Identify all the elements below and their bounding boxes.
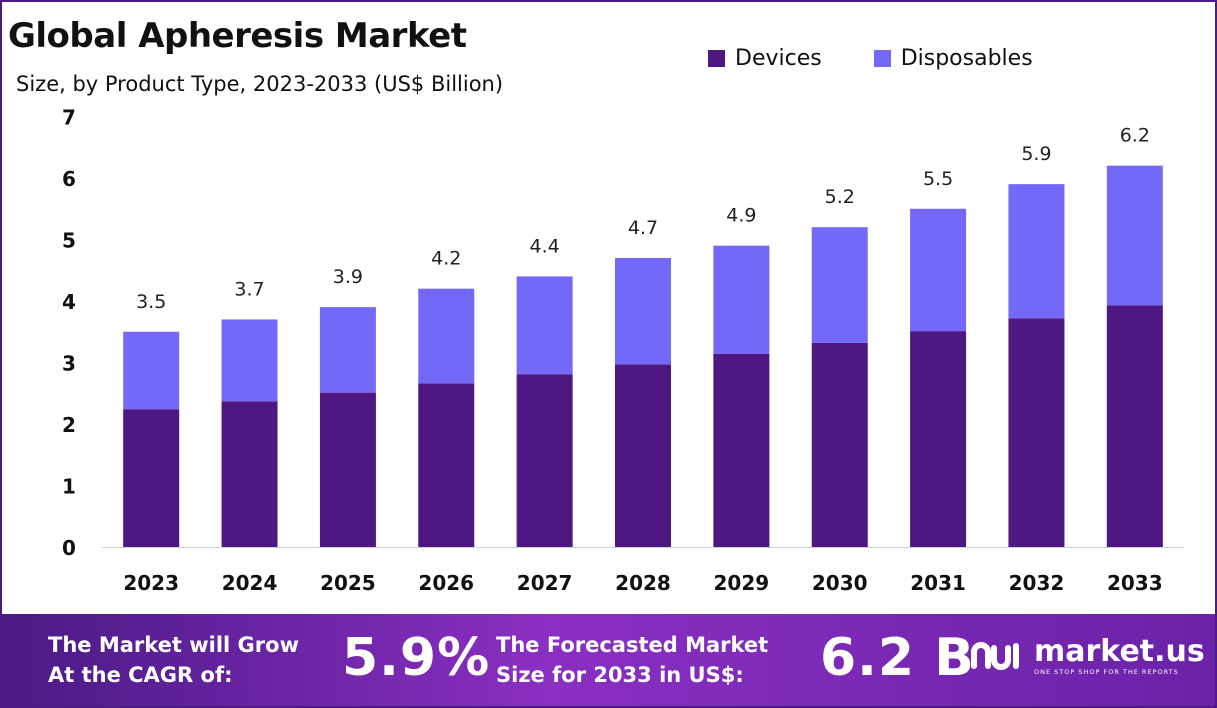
bar-devices	[319, 392, 376, 547]
bar-disposables	[713, 245, 770, 354]
bar-total-label: 3.9	[333, 266, 363, 288]
cagr-value: 5.9%	[342, 628, 491, 688]
bar-disposables	[615, 257, 671, 365]
y-tick-label: 2	[62, 413, 76, 437]
market-us-logo-icon	[971, 642, 1019, 670]
bar-total-label: 5.9	[1021, 143, 1051, 165]
bar-devices	[516, 374, 573, 547]
legend-label-devices: Devices	[735, 46, 822, 71]
bar-total-label: 5.5	[923, 168, 953, 190]
bar-total-label: 4.2	[431, 248, 461, 270]
bar-total-label: 4.7	[628, 217, 658, 239]
bar-total-label: 3.5	[136, 291, 166, 313]
legend-item-disposables: Disposables	[873, 46, 1033, 71]
bar-disposables	[811, 227, 868, 343]
bar-devices	[1008, 318, 1065, 547]
bar-devices	[1106, 305, 1163, 547]
bar-total-label: 4.9	[726, 205, 756, 227]
forecast-value: 6.2 B	[820, 628, 975, 688]
bar-chart: 0 1 2 3 4 5 6 7 3.5 2023 3.7 2024 3.9 2025 4.2 2026 4.4 2…	[62, 106, 1184, 595]
y-tick-label: 1	[62, 475, 76, 499]
brand-logo: market.us ONE STOP SHOP FOR THE REPORTS	[970, 636, 1205, 676]
x-tick-label: 2027	[517, 571, 573, 595]
bar-devices	[123, 409, 180, 547]
cagr-label-line1: The Market will Grow	[48, 633, 299, 657]
x-tick-label: 2031	[910, 571, 966, 595]
bar-total-label: 5.2	[825, 186, 855, 208]
forecast-label-line2: Size for 2033 in US$:	[496, 663, 744, 687]
bar-disposables	[1008, 184, 1065, 319]
x-tick-label: 2029	[714, 571, 770, 595]
y-tick-label: 0	[62, 536, 76, 560]
bar-disposables	[418, 288, 475, 384]
x-tick-label: 2033	[1107, 571, 1163, 595]
bar-devices	[418, 383, 475, 547]
brand-tagline: ONE STOP SHOP FOR THE REPORTS	[1034, 668, 1179, 676]
y-tick-label: 7	[62, 106, 76, 130]
bar-disposables	[319, 307, 376, 393]
chart-subtitle: Size, by Product Type, 2023-2033 (US$ Bi…	[16, 72, 504, 96]
summary-banner: The Market will Grow At the CAGR of: 5.9…	[2, 614, 1215, 706]
bar-devices	[910, 331, 967, 547]
legend: Devices Disposables	[708, 46, 1033, 71]
bar-disposables	[910, 208, 967, 332]
y-tick-label: 6	[62, 167, 76, 191]
y-tick-label: 5	[62, 229, 76, 253]
brand-name: market.us	[1034, 634, 1205, 669]
legend-label-disposables: Disposables	[900, 46, 1033, 71]
bar-devices	[221, 401, 278, 547]
bar-disposables	[221, 319, 278, 402]
bar-total-label: 6.2	[1120, 125, 1150, 147]
forecast-label: The Forecasted Market Size for 2033 in U…	[496, 630, 768, 690]
y-tick-label: 3	[62, 352, 76, 376]
x-tick-label: 2026	[418, 571, 474, 595]
x-tick-label: 2032	[1009, 571, 1065, 595]
bar-total-label: 3.7	[234, 278, 264, 300]
legend-item-devices: Devices	[708, 46, 822, 71]
bar-devices	[615, 364, 671, 547]
cagr-label: The Market will Grow At the CAGR of:	[48, 630, 299, 690]
x-tick-label: 2028	[615, 571, 671, 595]
forecast-label-line1: The Forecasted Market	[496, 633, 769, 657]
bar-devices	[811, 342, 868, 547]
legend-swatch-disposables	[873, 50, 891, 67]
x-tick-label: 2023	[123, 571, 179, 595]
y-tick-label: 4	[62, 290, 76, 314]
bar-disposables	[123, 331, 180, 410]
cagr-label-line2: At the CAGR of:	[48, 663, 233, 687]
bar-devices	[713, 353, 770, 547]
bar-total-label: 4.4	[530, 235, 560, 257]
legend-swatch-devices	[708, 50, 725, 67]
chart-title: Global Apheresis Market	[8, 16, 467, 56]
bar-disposables	[1106, 165, 1163, 306]
x-tick-label: 2025	[320, 571, 376, 595]
x-tick-label: 2030	[812, 571, 868, 595]
bar-disposables	[516, 276, 573, 375]
x-tick-label: 2024	[222, 571, 278, 595]
